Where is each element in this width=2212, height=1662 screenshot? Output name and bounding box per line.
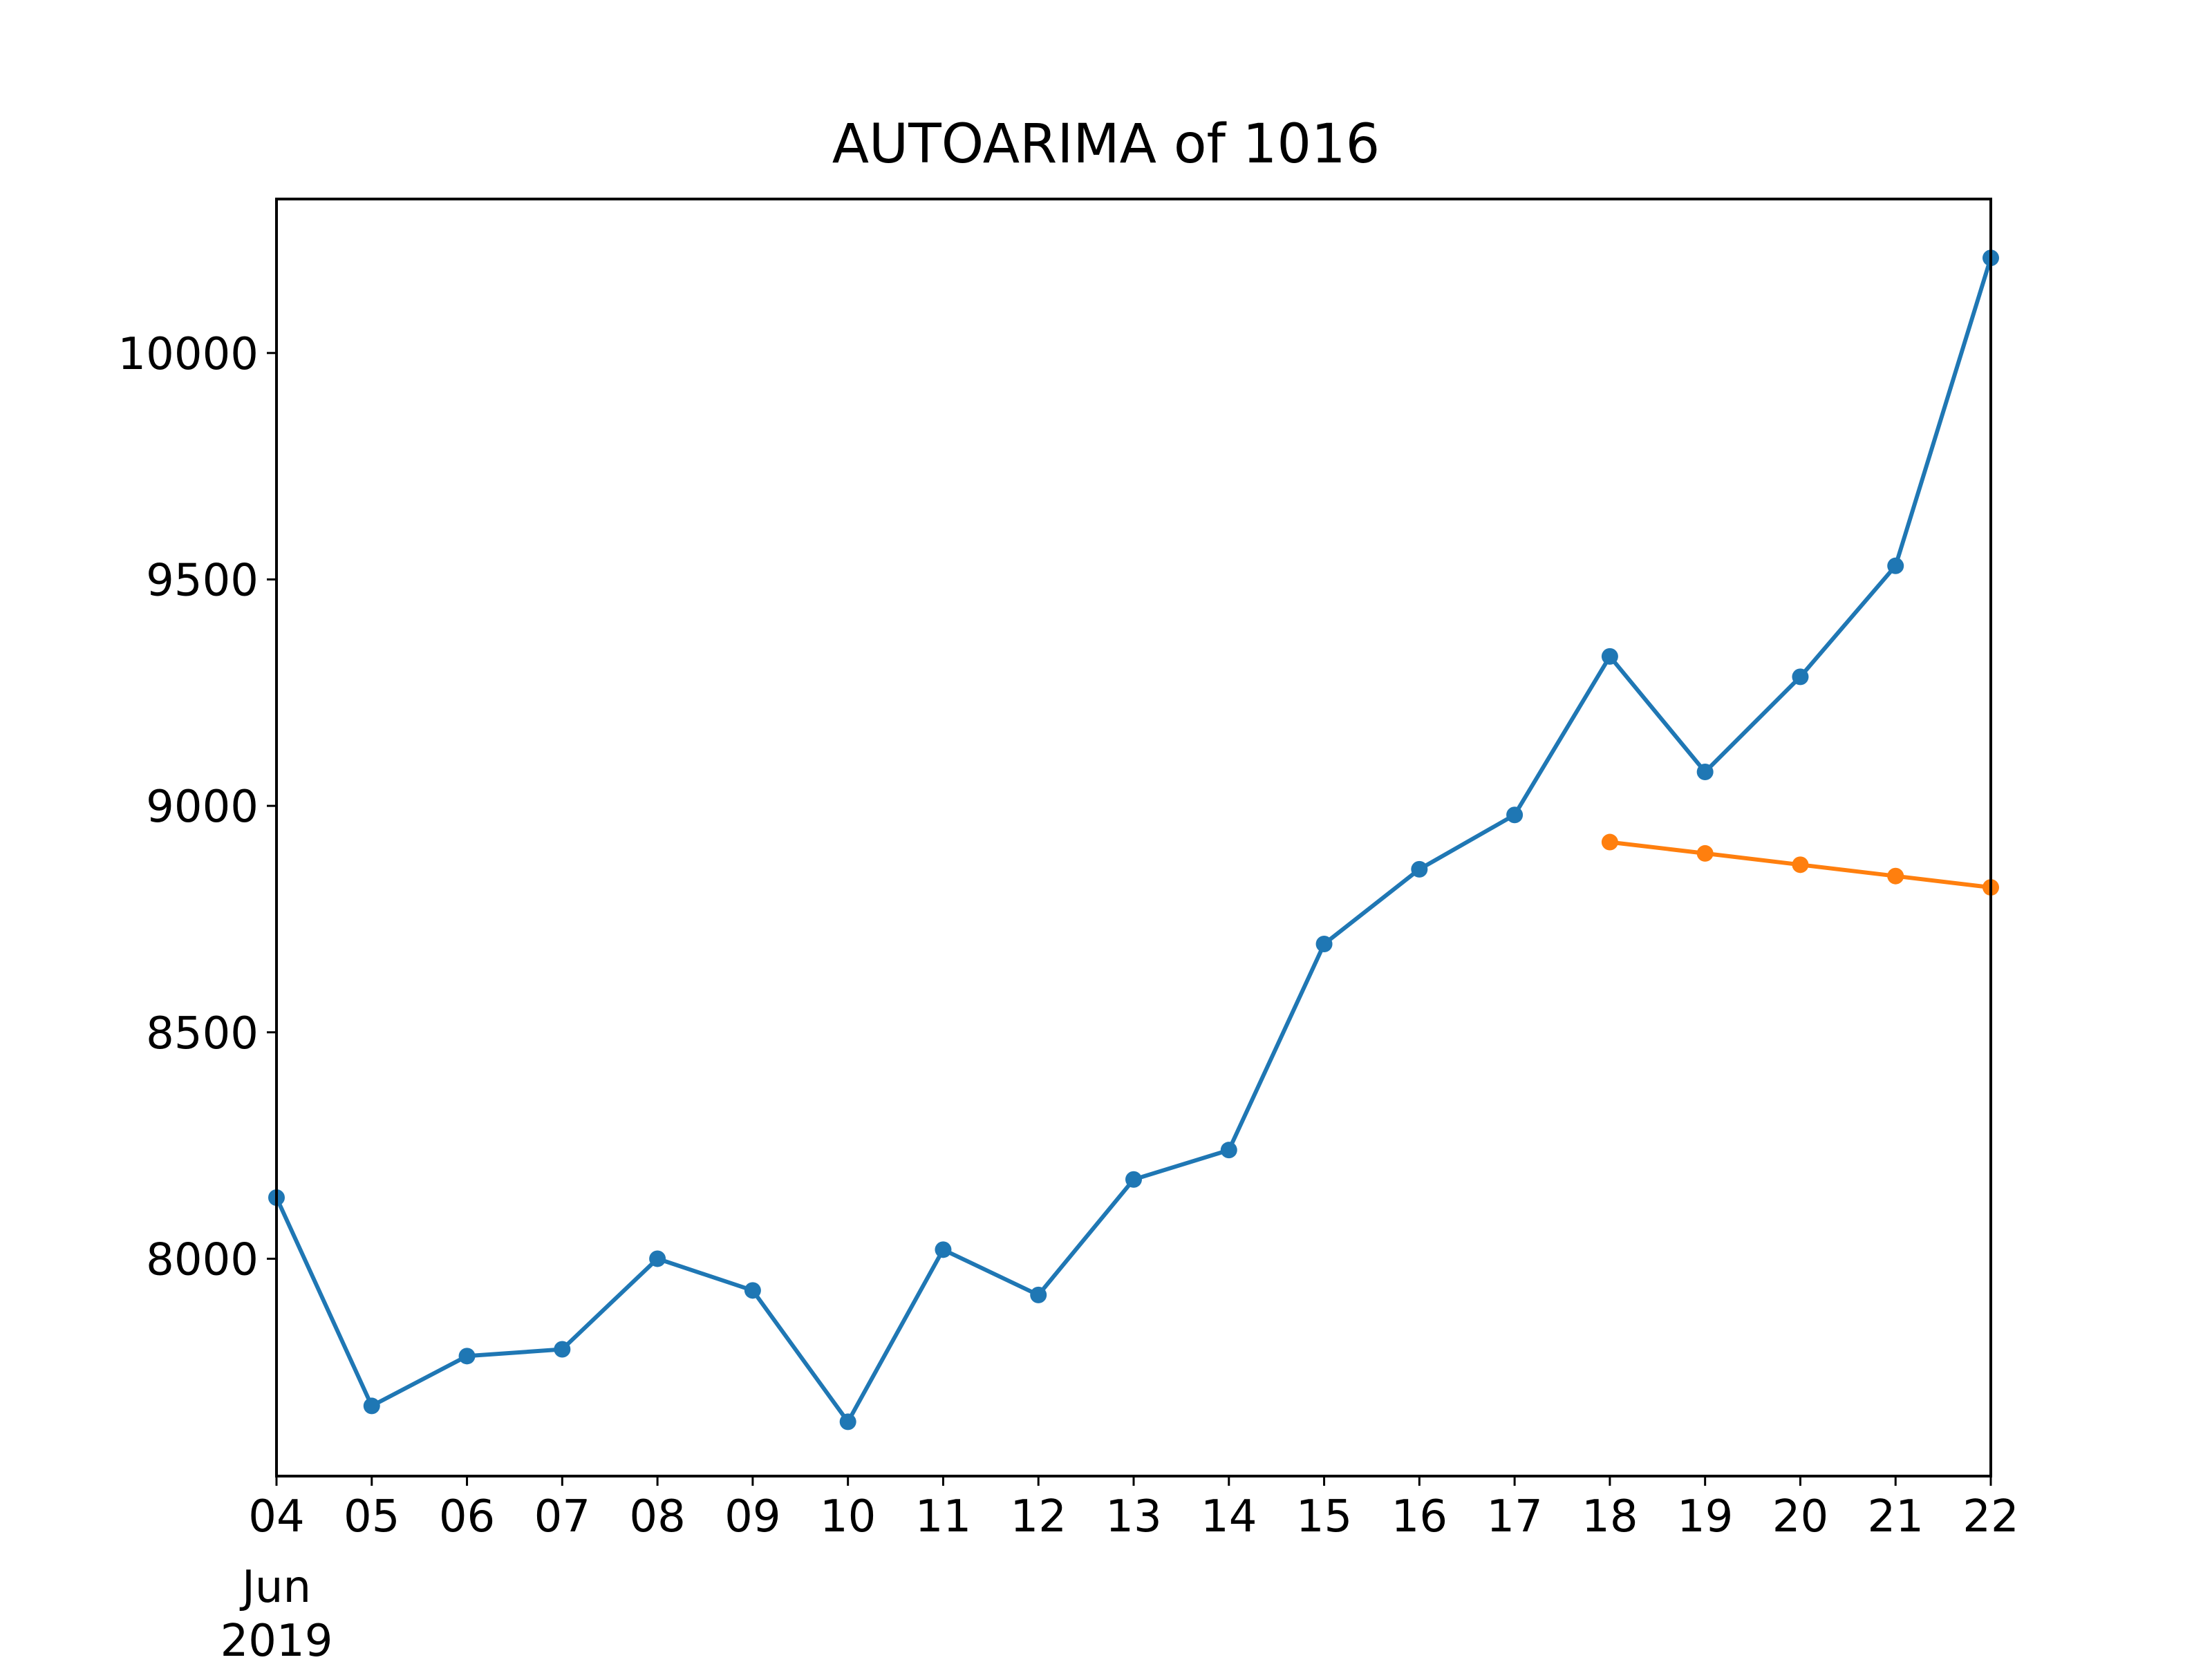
data-point bbox=[1792, 856, 1809, 874]
x-tick-label: 05 bbox=[344, 1491, 400, 1542]
data-point bbox=[1125, 1171, 1142, 1188]
x-axis-year-label: 2019 bbox=[221, 1616, 333, 1659]
x-tick-label: 14 bbox=[1201, 1491, 1257, 1542]
x-tick-label: 07 bbox=[534, 1491, 590, 1542]
x-tick-label: 20 bbox=[1772, 1491, 1828, 1542]
data-point bbox=[554, 1341, 571, 1358]
x-tick-label: 13 bbox=[1105, 1491, 1161, 1542]
y-tick-label: 8500 bbox=[146, 1008, 259, 1059]
data-point bbox=[1411, 860, 1428, 878]
y-tick-label: 10000 bbox=[118, 329, 259, 380]
data-point bbox=[649, 1250, 666, 1267]
x-tick-label: 08 bbox=[629, 1491, 685, 1542]
series-line bbox=[274, 257, 1993, 1424]
x-tick-label: 16 bbox=[1391, 1491, 1447, 1542]
data-point bbox=[1887, 867, 1904, 885]
series-2 bbox=[1601, 833, 1999, 896]
x-tick-label: 09 bbox=[724, 1491, 780, 1542]
series-1 bbox=[268, 249, 1999, 1430]
data-point bbox=[1601, 833, 1618, 851]
data-point bbox=[1696, 844, 1714, 862]
plot-frame bbox=[275, 198, 1992, 1477]
y-axis: 8000 8500 9000 9500 10000 bbox=[118, 329, 276, 1285]
x-axis: 04 05 06 07 08 09 10 11 12 13 14 15 16 17 18 19 20 21 22 bbox=[248, 1476, 2019, 1542]
data-point bbox=[839, 1413, 856, 1430]
data-point bbox=[935, 1241, 952, 1258]
data-point bbox=[458, 1348, 476, 1365]
x-tick-label: 22 bbox=[1962, 1491, 2018, 1542]
x-tick-label: 10 bbox=[820, 1491, 876, 1542]
x-tick-label: 04 bbox=[248, 1491, 304, 1542]
data-point bbox=[1220, 1142, 1237, 1159]
data-point bbox=[1887, 557, 1904, 574]
y-tick-label: 9500 bbox=[146, 555, 259, 606]
x-tick-label: 21 bbox=[1868, 1491, 1924, 1542]
x-tick-label: 17 bbox=[1486, 1491, 1542, 1542]
series-layer bbox=[268, 249, 1999, 1430]
x-tick-label: 18 bbox=[1582, 1491, 1638, 1542]
data-point bbox=[363, 1397, 380, 1415]
data-point bbox=[1506, 806, 1524, 824]
data-point bbox=[1030, 1286, 1047, 1303]
y-tick-label: 9000 bbox=[146, 782, 259, 833]
data-point bbox=[1601, 648, 1618, 665]
x-tick-label: 12 bbox=[1011, 1491, 1067, 1542]
chart-title: AUTOARIMA of 1016 bbox=[832, 113, 1380, 176]
x-tick-label: 15 bbox=[1296, 1491, 1352, 1542]
x-tick-label: 19 bbox=[1677, 1491, 1733, 1542]
data-point bbox=[744, 1282, 761, 1299]
data-point bbox=[1315, 936, 1333, 952]
y-tick-label: 8000 bbox=[146, 1234, 259, 1285]
x-axis-month-label: Jun bbox=[239, 1562, 311, 1613]
data-point bbox=[1696, 763, 1714, 780]
data-point bbox=[1792, 668, 1809, 686]
x-tick-label: 11 bbox=[915, 1491, 971, 1542]
x-tick-label: 06 bbox=[439, 1491, 495, 1542]
